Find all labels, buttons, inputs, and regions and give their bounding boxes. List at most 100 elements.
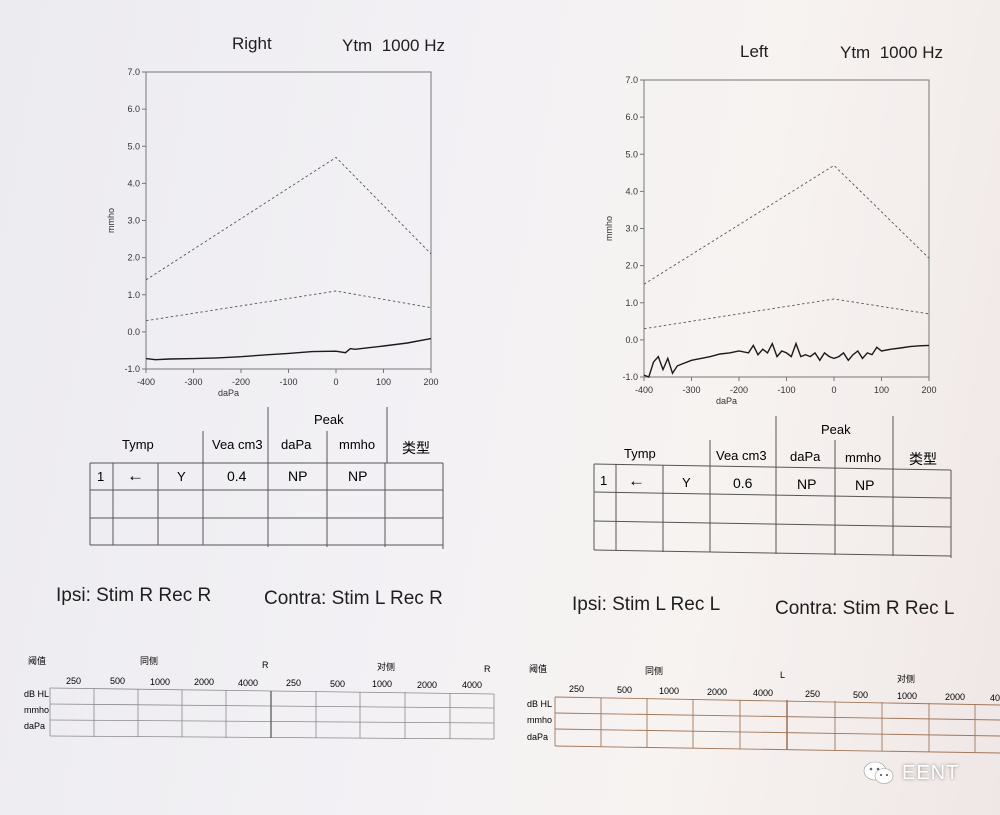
y-tick-label: 2.0 [625, 261, 638, 271]
row-label: daPa [527, 732, 548, 742]
freq-label: 4000 [238, 678, 258, 688]
y-tick-label: 4.0 [625, 186, 638, 196]
threshold-label: 阈值 [28, 655, 46, 666]
peak-dapa-value: NP [288, 468, 307, 484]
left-result-table: Peak Tymp Vea cm3 daPa mmho 类型 1 ← Y 0.6… [593, 416, 952, 558]
x-tick-label: -400 [635, 385, 653, 395]
contra-label: 对侧 [897, 673, 915, 684]
probe-name: Ytm [840, 43, 871, 62]
peak-dapa-header: daPa [281, 437, 312, 452]
y-axis-label: mmho [604, 216, 614, 241]
ear-label: R [262, 660, 269, 670]
y-mark: Y [682, 475, 691, 490]
freq-label: 250 [569, 684, 584, 694]
x-axis-label: daPa [716, 396, 737, 406]
y-tick-label: 5.0 [625, 149, 638, 159]
freq-label: 2000 [194, 677, 214, 687]
x-tick-label: -100 [777, 385, 795, 395]
y-tick-label: 0.0 [625, 335, 638, 345]
y-tick-label: 2.0 [127, 253, 140, 263]
row-label: dB HL [24, 689, 49, 699]
x-tick-label: -200 [232, 377, 250, 387]
tymp-header: Tymp [624, 446, 656, 461]
x-tick-label: 0 [333, 377, 338, 387]
freq-label: 500 [110, 676, 125, 686]
arrow-icon: ← [127, 466, 144, 485]
peak-mmho-header: mmho [845, 450, 881, 465]
left-tympanogram-chart: -1.0 0.0 1.0 2.0 3.0 4.0 5.0 6.0 7.0 -400 -300 -200… [604, 75, 937, 406]
threshold-label: 阈值 [529, 663, 547, 674]
freq-label: 1000 [659, 686, 679, 696]
row-label: mmho [527, 715, 552, 725]
probe-name: Ytm [342, 36, 373, 55]
normal-range-line [145, 290, 432, 322]
left-probe-label: Ytm 1000 Hz [840, 43, 943, 63]
right-chart-title: Right [232, 34, 272, 53]
y-tick-label: 1.0 [127, 290, 140, 300]
row-label: mmho [24, 705, 49, 715]
arrow-icon: ← [628, 471, 645, 490]
normal-range-line [145, 156, 432, 281]
right-tympanogram-chart: -1.0 0.0 1.0 2.0 3.0 4.0 5.0 6.0 7.0 -400 -300 -200… [106, 67, 439, 398]
right-reflex-table: 阈值 同侧 R 对侧 R 250 500 1000 2000 4000 250 … [24, 655, 495, 740]
freq-label: 4000 [753, 688, 773, 698]
left-ipsi-setup: Ipsi: Stim L Rec L [572, 594, 721, 615]
row-label: dB HL [527, 699, 552, 709]
x-tick-label: 100 [874, 385, 889, 395]
y-tick-label: 1.0 [625, 298, 638, 308]
peak-dapa-value: NP [797, 476, 816, 492]
watermark-text: EENT [902, 761, 960, 784]
freq-label: 2000 [945, 692, 965, 702]
ipsi-label: 同侧 [140, 655, 158, 666]
y-tick-label: 6.0 [625, 112, 638, 122]
vea-value: 0.6 [733, 475, 753, 491]
right-contra-setup: Contra: Stim L Rec R [264, 588, 443, 609]
vea-value: 0.4 [227, 468, 247, 484]
x-tick-label: -100 [279, 377, 297, 387]
freq-label: 500 [330, 679, 345, 689]
x-tick-label: 200 [921, 385, 936, 395]
ear-label-contra: R [484, 664, 491, 674]
plot-frame [643, 79, 930, 378]
contra-label: 对侧 [377, 661, 395, 672]
left-chart-title: Left [740, 42, 769, 61]
freq-label: 250 [286, 678, 301, 688]
tympanogram-curve [145, 337, 432, 361]
peak-dapa-header: daPa [790, 449, 821, 464]
freq-label: 4000 [990, 693, 1000, 703]
freq-label: 1000 [372, 679, 392, 689]
x-tick-label: -300 [682, 385, 700, 395]
x-tick-label: 0 [831, 385, 836, 395]
y-tick-label: 7.0 [127, 67, 140, 77]
freq-label: 500 [617, 685, 632, 695]
vea-header: Vea cm3 [716, 448, 767, 463]
right-ipsi-setup: Ipsi: Stim R Rec R [56, 585, 212, 606]
freq-label: 2000 [417, 680, 437, 690]
x-axis-label: daPa [218, 388, 239, 398]
x-tick-label: -400 [137, 377, 155, 387]
x-tick-label: 100 [376, 377, 391, 387]
type-header: 类型 [909, 451, 937, 467]
right-result-table: Peak Tymp Vea cm3 daPa mmho 类型 1 ← Y 0.4… [89, 407, 444, 549]
ipsi-label: 同侧 [645, 665, 663, 676]
peak-mmho-header: mmho [339, 437, 375, 452]
y-tick-label: 3.0 [127, 216, 140, 226]
y-mark: Y [177, 469, 186, 484]
tympanogram-curve [643, 341, 930, 378]
y-tick-label: 3.0 [625, 224, 638, 234]
y-tick-label: 0.0 [127, 327, 140, 337]
wechat-icon [863, 761, 894, 784]
peak-mmho-value: NP [348, 468, 367, 484]
normal-range-line [643, 298, 930, 330]
peak-header: Peak [314, 412, 344, 427]
row-label: daPa [24, 721, 45, 731]
y-tick-label: 7.0 [625, 75, 638, 85]
probe-frequency: 1000 Hz [381, 36, 446, 55]
vea-header: Vea cm3 [212, 437, 263, 452]
type-header: 类型 [402, 440, 430, 456]
right-probe-label: Ytm 1000 Hz [342, 36, 445, 56]
y-axis-label: mmho [106, 208, 116, 233]
freq-label: 1000 [897, 691, 917, 701]
left-contra-setup: Contra: Stim R Rec L [775, 598, 955, 619]
normal-range-line [643, 164, 930, 285]
